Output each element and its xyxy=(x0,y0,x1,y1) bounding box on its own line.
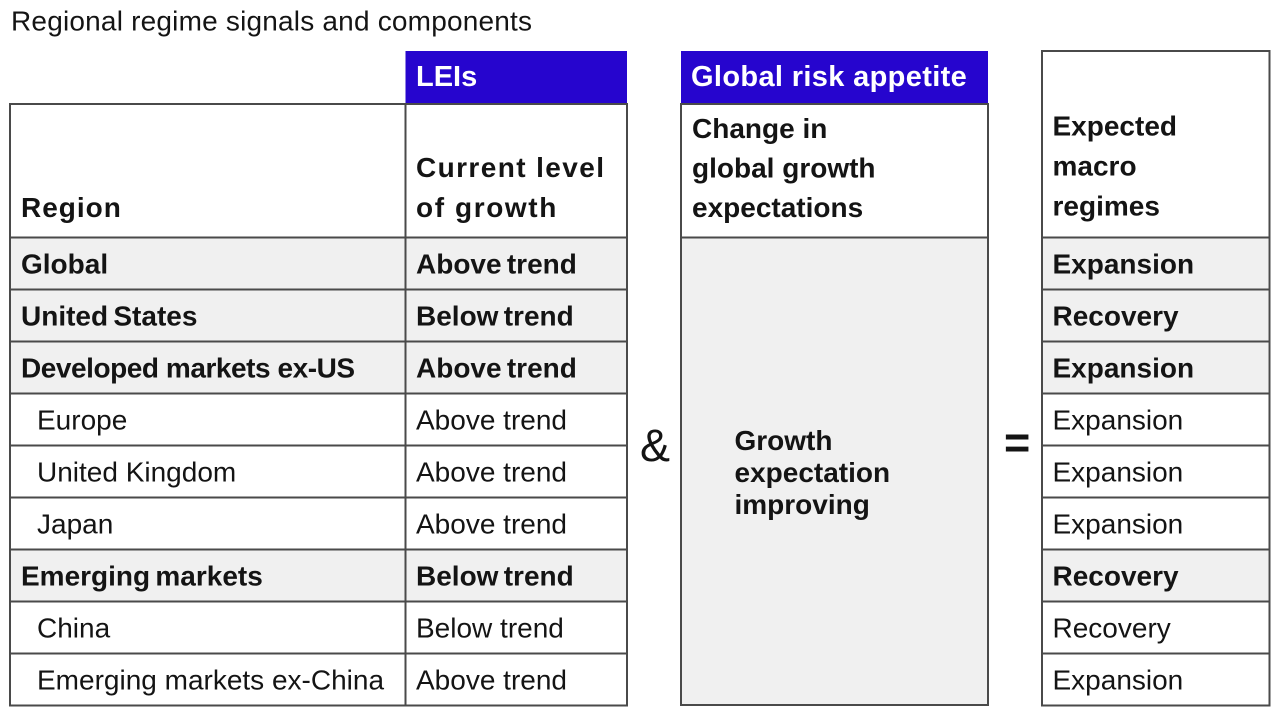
svg-text:Above trend: Above trend xyxy=(416,665,567,696)
svg-text:Expected: Expected xyxy=(1053,111,1178,142)
svg-text:Emerging markets ex-China: Emerging markets ex-China xyxy=(37,665,384,696)
svg-text:Expansion: Expansion xyxy=(1053,509,1184,540)
svg-text:Above trend: Above trend xyxy=(416,405,567,436)
svg-text:LEIs: LEIs xyxy=(416,61,477,93)
svg-text:Region: Region xyxy=(21,192,122,223)
svg-text:United States: United States xyxy=(21,301,197,332)
svg-text:Global risk appetite: Global risk appetite xyxy=(691,61,967,93)
svg-text:Change in: Change in xyxy=(692,113,827,144)
svg-text:Below trend: Below trend xyxy=(416,613,564,644)
svg-text:expectations: expectations xyxy=(692,192,863,223)
svg-text:Growth: Growth xyxy=(735,425,833,456)
svg-text:Expansion: Expansion xyxy=(1053,353,1195,384)
svg-text:Below trend: Below trend xyxy=(416,561,574,592)
svg-text:Recovery: Recovery xyxy=(1053,613,1171,644)
svg-text:expectation: expectation xyxy=(735,457,891,488)
svg-text:improving: improving xyxy=(735,489,870,520)
svg-text:United Kingdom: United Kingdom xyxy=(37,457,236,488)
svg-text:Emerging markets: Emerging markets xyxy=(21,561,263,592)
svg-text:China: China xyxy=(37,613,111,644)
svg-text:Above trend: Above trend xyxy=(416,457,567,488)
svg-text:Above trend: Above trend xyxy=(416,353,577,384)
svg-text:Global: Global xyxy=(21,249,108,280)
svg-text:Above trend: Above trend xyxy=(416,509,567,540)
svg-text:Expansion: Expansion xyxy=(1053,457,1184,488)
svg-text:Expansion: Expansion xyxy=(1053,249,1195,280)
svg-text:Recovery: Recovery xyxy=(1053,301,1180,332)
svg-text:&: & xyxy=(640,420,670,471)
svg-text:Below trend: Below trend xyxy=(416,301,574,332)
svg-text:Expansion: Expansion xyxy=(1053,665,1184,696)
svg-text:Current level: Current level xyxy=(416,152,605,183)
svg-text:Regional regime signals and co: Regional regime signals and components xyxy=(11,6,532,37)
svg-text:Expansion: Expansion xyxy=(1053,405,1184,436)
svg-text:Developed markets ex-US: Developed markets ex-US xyxy=(21,353,355,384)
svg-text:of growth: of growth xyxy=(416,192,558,223)
svg-text:regimes: regimes xyxy=(1053,191,1160,222)
svg-text:global growth: global growth xyxy=(692,153,876,184)
svg-text:Recovery: Recovery xyxy=(1053,561,1180,592)
svg-text:Japan: Japan xyxy=(37,509,113,540)
svg-text:=: = xyxy=(1004,417,1030,468)
svg-text:Above trend: Above trend xyxy=(416,249,577,280)
svg-text:macro: macro xyxy=(1053,151,1137,182)
svg-text:Europe: Europe xyxy=(37,405,127,436)
